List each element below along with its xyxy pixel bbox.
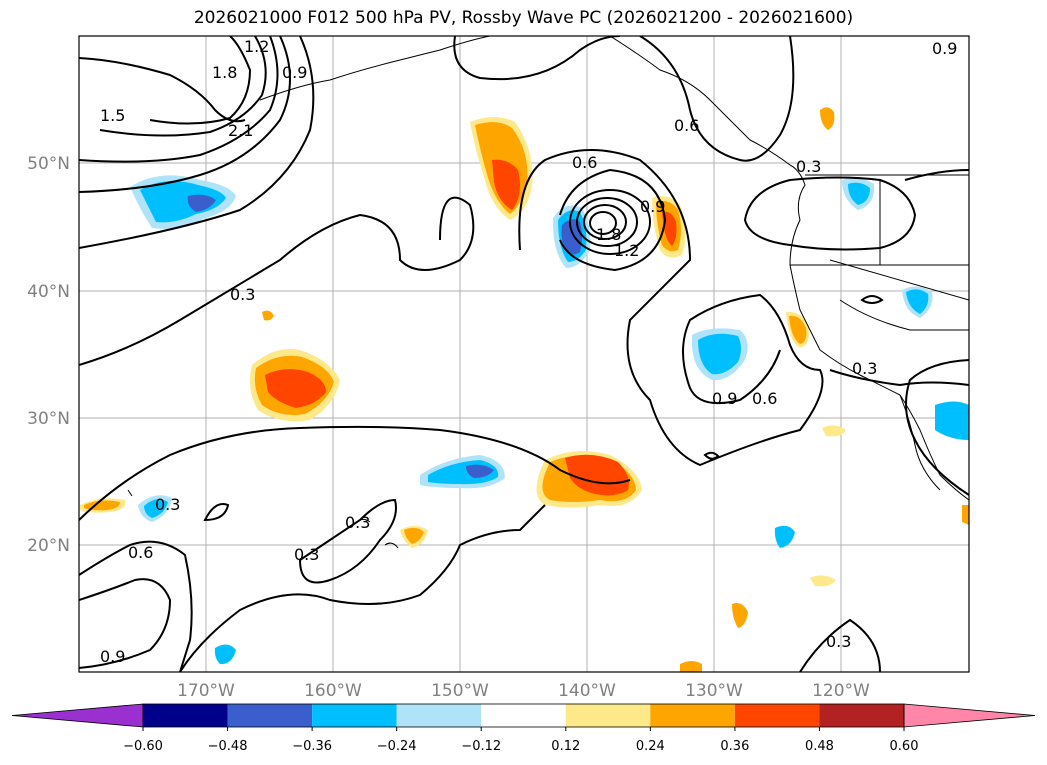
colorbar-swatch (565, 704, 651, 727)
colorbar-swatch (143, 704, 228, 727)
map-plot-area: 1.2 1.8 0.9 1.5 2.1 0.6 0.9 1.8 1.2 0.3 … (79, 36, 969, 672)
contour-label: 0.6 (572, 153, 597, 172)
lon-label: 140°W (558, 681, 616, 701)
colorbar-swatch (396, 704, 482, 727)
lat-label: 50°N (27, 154, 70, 174)
lon-label: 170°W (177, 681, 235, 701)
colorbar-swatch (227, 704, 313, 727)
contour-labels: 1.2 1.8 0.9 1.5 2.1 0.6 0.9 1.8 1.2 0.3 … (100, 37, 957, 666)
lat-label: 40°N (27, 282, 70, 302)
colorbar-swatch (819, 704, 904, 727)
longitude-labels: 170°W 160°W 150°W 140°W 130°W 120°W (177, 681, 870, 701)
colorbar-tick-label: 0.60 (890, 739, 919, 754)
colorbar-swatch (650, 704, 735, 727)
coastlines (127, 36, 969, 549)
plot-frame (78, 35, 970, 673)
colorbar-extend-min (11, 703, 144, 728)
colorbar-frame (142, 703, 905, 728)
contour-label: 0.9 (640, 197, 665, 216)
pc-anomaly-fills (80, 107, 969, 672)
contour-label: 1.8 (212, 63, 237, 82)
plot-title: 2026021000 F012 500 hPa PV, Rossby Wave … (193, 8, 854, 28)
contour-label: 0.3 (155, 495, 180, 514)
lat-label: 20°N (27, 536, 70, 556)
colorbar-tick-label: 0.24 (636, 739, 665, 754)
colorbar-tick-label: −0.36 (292, 739, 332, 754)
lon-label: 150°W (431, 681, 489, 701)
contour-label: 1.8 (596, 225, 621, 244)
contour-label: 0.3 (294, 545, 319, 564)
colorbar-tick-label: −0.48 (208, 739, 248, 754)
contour-label: 0.6 (752, 389, 777, 408)
pv-contours (79, 36, 969, 672)
colorbar-swatch (312, 704, 397, 727)
contour-label: 2.1 (228, 121, 253, 140)
colorbar-tick-label: 0.36 (720, 739, 749, 754)
contour-label: 0.9 (932, 39, 957, 58)
lon-label: 120°W (812, 681, 870, 701)
contour-label: 0.3 (230, 285, 255, 304)
colorbar-swatch (734, 704, 820, 727)
contour-label: 0.9 (100, 647, 125, 666)
colorbar-swatch (481, 704, 566, 727)
contour-label: 0.6 (128, 543, 153, 562)
latitude-labels: 50°N 40°N 30°N 20°N (27, 154, 70, 556)
colorbar-tick-label: −0.60 (123, 739, 163, 754)
colorbar-tick-label: −0.24 (377, 739, 417, 754)
colorbar-tick-label: 0.12 (551, 739, 580, 754)
lon-label: 130°W (685, 681, 743, 701)
contour-label: 0.9 (282, 63, 307, 82)
contour-label: 0.3 (345, 513, 370, 532)
colorbar (11, 703, 1036, 728)
lat-label: 30°N (27, 409, 70, 429)
colorbar-tick-label: 0.48 (805, 739, 834, 754)
contour-label: 0.9 (712, 389, 737, 408)
colorbar-extend-max (903, 703, 1036, 728)
contour-label: 1.5 (100, 106, 125, 125)
colorbar-labels: −0.60 −0.48 −0.36 −0.24 −0.12 0.12 0.24 0.36 0.4… (123, 727, 918, 754)
contour-label: 0.3 (826, 632, 851, 651)
contour-label: 0.3 (796, 157, 821, 176)
contour-label: 1.2 (244, 37, 269, 56)
contour-label: 1.2 (614, 241, 639, 260)
contour-label: 0.3 (852, 359, 877, 378)
contour-label: 0.6 (674, 116, 699, 135)
lon-label: 160°W (304, 681, 362, 701)
colorbar-tick-label: −0.12 (461, 739, 501, 754)
